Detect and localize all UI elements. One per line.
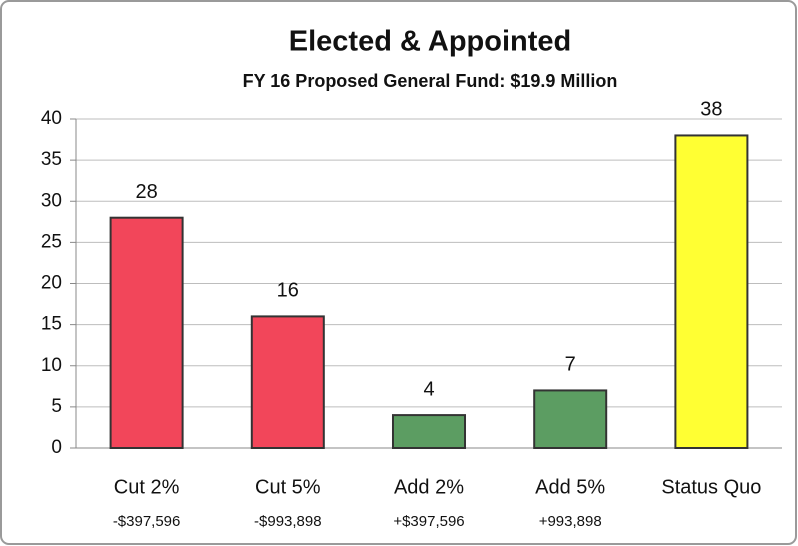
x-sublabel: +993,898 <box>539 513 602 530</box>
x-tick-label: Add 2% <box>394 476 464 498</box>
value-label: 38 <box>700 99 722 121</box>
chart-subtitle: FY 16 Proposed General Fund: $19.9 Milli… <box>243 71 618 91</box>
bar <box>109 216 184 449</box>
y-tick-label: 40 <box>41 108 62 129</box>
x-tick-label: Add 5% <box>535 476 605 498</box>
y-tick-label: 35 <box>41 149 62 170</box>
bar <box>250 315 325 449</box>
y-tick-label: 10 <box>41 355 62 376</box>
y-tick-label: 30 <box>41 190 62 211</box>
value-label: 28 <box>135 181 157 203</box>
bar <box>674 134 749 449</box>
y-tick-label: 20 <box>41 273 62 294</box>
y-tick-label: 5 <box>51 396 62 417</box>
x-tick-label: Status Quo <box>661 476 761 498</box>
value-label: 16 <box>277 280 299 302</box>
x-tick-label: Cut 2% <box>114 476 180 498</box>
value-label: 7 <box>565 354 576 376</box>
x-sublabel: -$993,898 <box>254 513 322 530</box>
x-sublabel: +$397,596 <box>393 513 464 530</box>
x-sublabel: -$397,596 <box>113 513 181 530</box>
y-tick-label: 15 <box>41 314 62 335</box>
bar <box>391 414 467 450</box>
bar <box>533 389 608 449</box>
y-tick-label: 25 <box>41 231 62 252</box>
chart-title: Elected & Appointed <box>289 26 572 58</box>
value-label: 4 <box>423 378 434 400</box>
y-tick-label: 0 <box>51 437 62 458</box>
x-tick-label: Cut 5% <box>255 476 321 498</box>
